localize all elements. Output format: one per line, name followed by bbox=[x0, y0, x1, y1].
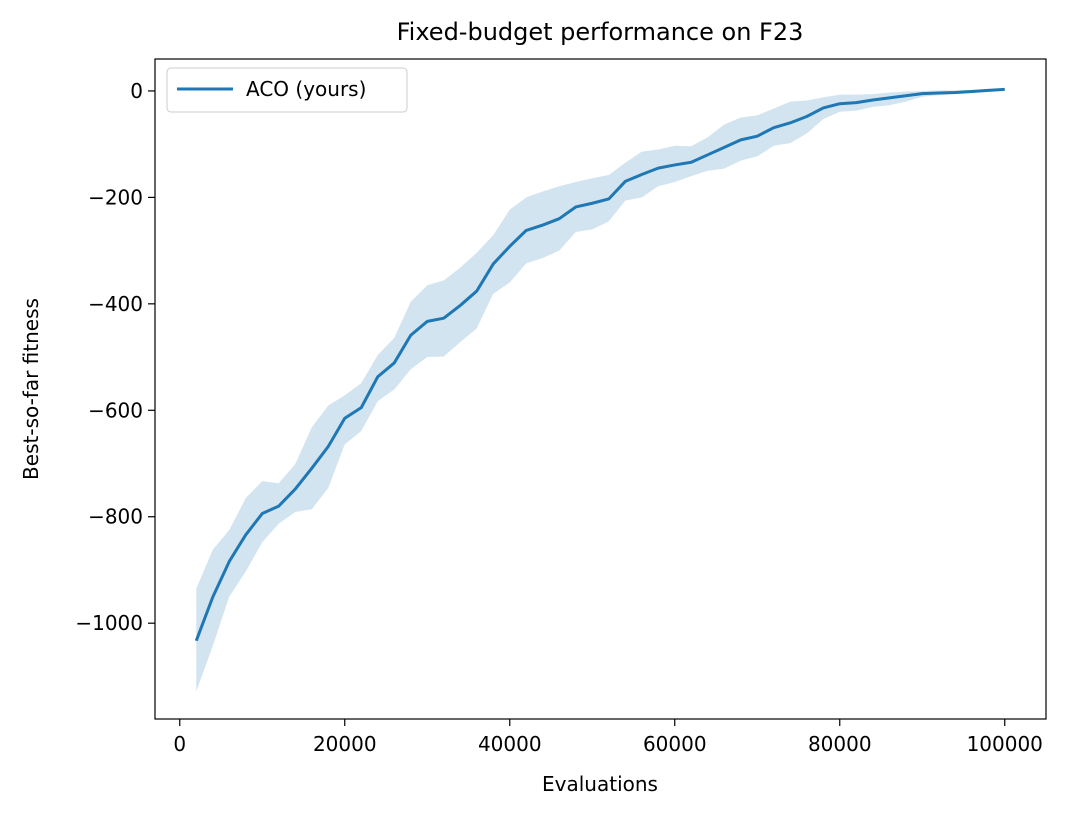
series-line bbox=[194, 87, 1005, 642]
x-tick-label: 0 bbox=[173, 732, 186, 756]
chart-title: Fixed-budget performance on F23 bbox=[397, 18, 804, 46]
y-tick-label: 0 bbox=[130, 79, 143, 103]
plot-area bbox=[194, 87, 1005, 692]
y-tick-label: −200 bbox=[88, 185, 143, 209]
y-tick-label: −600 bbox=[88, 398, 143, 422]
x-tick-label: 20000 bbox=[313, 732, 377, 756]
y-axis-ticks: 0 −200 −400 −600 −800 −1000 bbox=[75, 79, 155, 635]
legend-label: ACO (yours) bbox=[246, 77, 366, 101]
axes-frame bbox=[154, 58, 1047, 720]
x-tick-label: 100000 bbox=[967, 732, 1043, 756]
y-tick-label: −400 bbox=[88, 292, 143, 316]
x-axis-ticks: 0 20000 40000 60000 80000 100000 bbox=[173, 719, 1043, 756]
x-axis-label: Evaluations bbox=[542, 772, 658, 796]
y-tick-label: −1000 bbox=[75, 611, 143, 635]
x-tick-label: 60000 bbox=[643, 732, 707, 756]
legend: ACO (yours) bbox=[166, 67, 408, 113]
y-axis-label: Best-so-far fitness bbox=[19, 298, 43, 480]
legend-box bbox=[166, 67, 408, 113]
y-tick-label: −800 bbox=[88, 505, 143, 529]
x-tick-label: 40000 bbox=[478, 732, 542, 756]
series-confidence-band bbox=[196, 88, 1005, 692]
x-tick-label: 80000 bbox=[808, 732, 872, 756]
